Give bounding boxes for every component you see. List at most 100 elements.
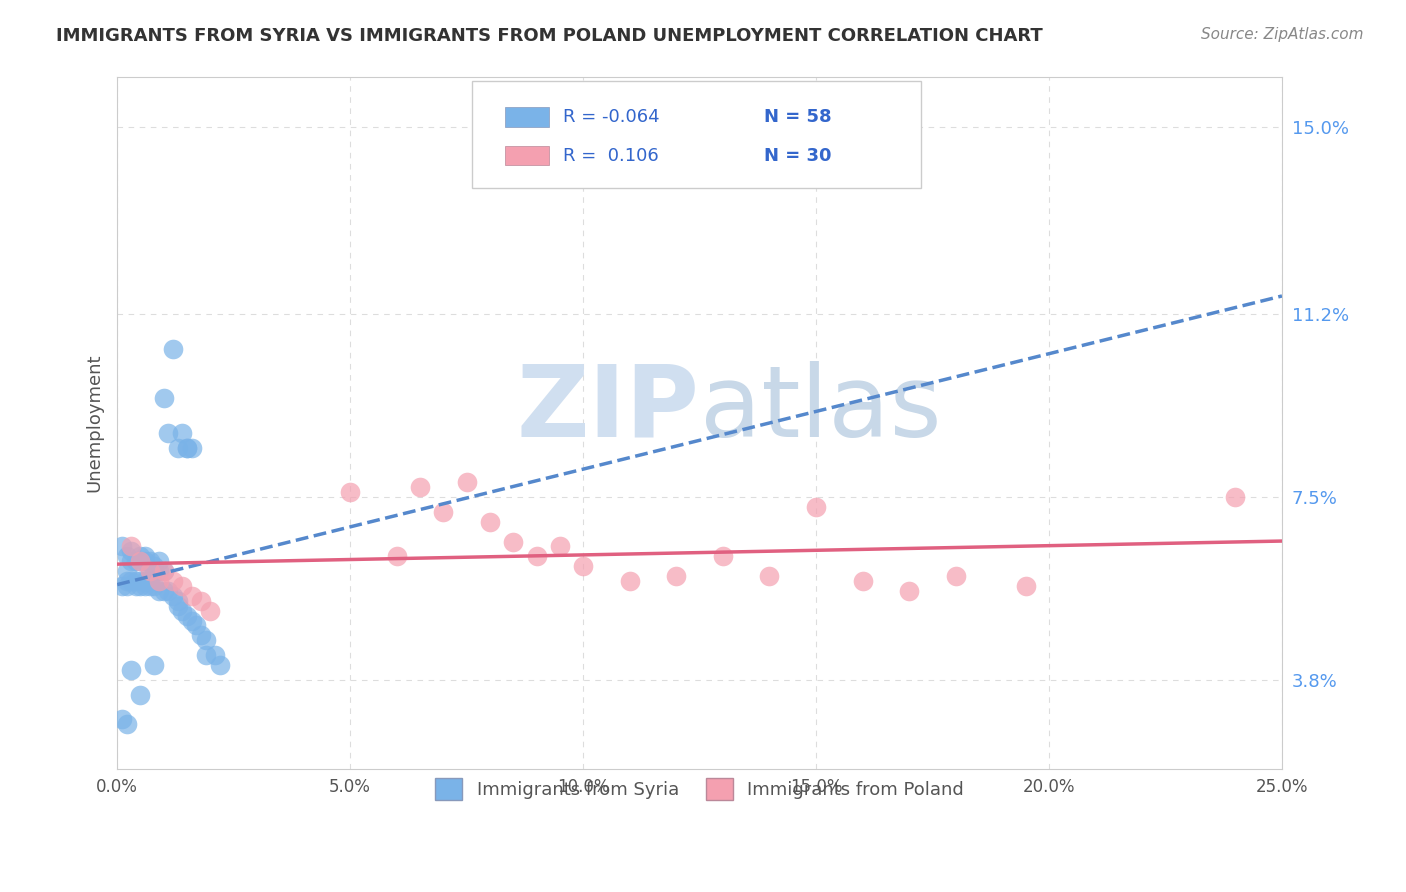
Point [180,614,202,628]
Point [172,604,194,618]
Point [166,594,188,608]
Point [176,608,198,623]
Point [115,574,138,588]
Point [125,554,148,568]
Point [115,564,138,578]
FancyBboxPatch shape [472,81,921,188]
Point [200,604,222,618]
Point [478,515,501,529]
Point [129,688,152,702]
Point [180,441,202,455]
FancyBboxPatch shape [505,107,550,127]
Point [129,554,152,568]
Point [111,540,134,554]
Point [166,441,188,455]
Point [409,480,432,494]
Point [120,574,142,588]
Point [157,583,180,598]
Text: N = 58: N = 58 [763,108,831,126]
Point [1015,579,1038,593]
Point [432,505,454,519]
Point [162,589,184,603]
Point [152,564,174,578]
Point [120,663,142,677]
Point [134,554,156,568]
Point [143,657,166,672]
Point [385,549,408,564]
Text: R = -0.064: R = -0.064 [564,108,659,126]
FancyBboxPatch shape [505,146,550,165]
Point [129,549,152,564]
Text: atlas: atlas [700,360,941,458]
Point [665,569,688,583]
Point [152,564,174,578]
Point [120,554,142,568]
Point [176,441,198,455]
Point [148,583,170,598]
Point [148,564,170,578]
Point [804,500,827,514]
Point [125,579,148,593]
Point [129,574,152,588]
Point [204,648,226,662]
Point [139,564,162,578]
Point [548,540,571,554]
Point [186,618,208,632]
Point [502,534,524,549]
Point [115,717,138,731]
Point [148,554,170,568]
Point [172,425,194,440]
Point [152,583,174,598]
Point [190,594,212,608]
Point [139,564,162,578]
Text: Source: ZipAtlas.com: Source: ZipAtlas.com [1201,27,1364,42]
Point [898,583,921,598]
Text: ZIP: ZIP [517,360,700,458]
Point [194,648,217,662]
Point [111,579,134,593]
Text: N = 30: N = 30 [763,146,831,164]
Point [945,569,967,583]
Point [456,475,478,490]
Point [172,579,194,593]
Text: R =  0.106: R = 0.106 [564,146,659,164]
Point [852,574,875,588]
Point [120,544,142,558]
Point [129,554,152,568]
Point [166,599,188,613]
Y-axis label: Unemployment: Unemployment [86,354,103,492]
Point [1225,490,1247,504]
Point [143,564,166,578]
Point [139,574,162,588]
Point [143,559,166,574]
Point [139,579,162,593]
Point [711,549,734,564]
Text: IMMIGRANTS FROM SYRIA VS IMMIGRANTS FROM POLAND UNEMPLOYMENT CORRELATION CHART: IMMIGRANTS FROM SYRIA VS IMMIGRANTS FROM… [56,27,1043,45]
Point [572,559,595,574]
Point [339,485,361,500]
Point [115,579,138,593]
Point [120,540,142,554]
Point [125,574,148,588]
Point [111,712,134,726]
Point [758,569,780,583]
Point [157,425,180,440]
Point [152,392,174,406]
Point [619,574,641,588]
Point [139,554,162,568]
Point [190,628,212,642]
Point [194,633,217,648]
Point [162,574,184,588]
Point [208,657,231,672]
Legend: Immigrants from Syria, Immigrants from Poland: Immigrants from Syria, Immigrants from P… [420,764,979,815]
Point [162,342,184,356]
Point [134,549,156,564]
Point [180,589,202,603]
Point [129,579,152,593]
Point [134,574,156,588]
Point [134,579,156,593]
Point [115,549,138,564]
Point [526,549,548,564]
Point [143,579,166,593]
Point [148,574,170,588]
